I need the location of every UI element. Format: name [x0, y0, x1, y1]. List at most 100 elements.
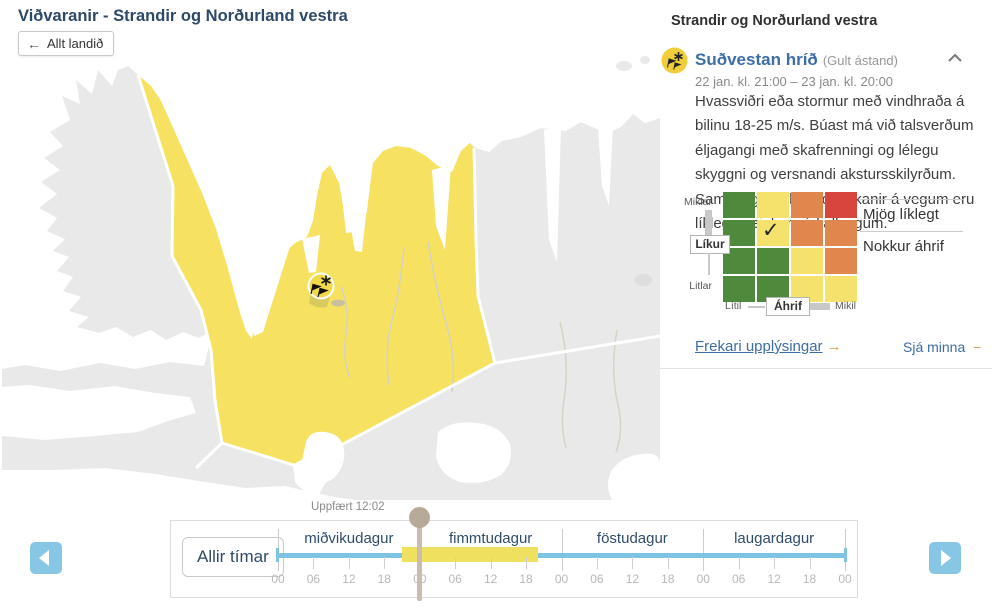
timeline-hour-label: 06: [448, 572, 462, 586]
timeline-hour-tick: [632, 557, 634, 569]
risk-cell-r2c1: [757, 248, 789, 274]
risk-cell-r2c2: [791, 248, 823, 274]
risk-cell-r3c3: [825, 276, 857, 302]
likelihood-axis-low: Litlar: [689, 280, 712, 292]
left-arrow-icon: ←: [27, 35, 41, 52]
back-to-all-country-button[interactable]: ← Allt landið: [18, 31, 115, 56]
likelihood-axis-label: Líkur: [690, 235, 730, 254]
timeline-day-separator: [703, 529, 705, 571]
timeline-day-fimmtudagur[interactable]: fimmtudagur: [448, 530, 533, 547]
risk-cell-r1c1: ✓: [757, 219, 789, 246]
page-title: Viðvaranir - Strandir og Norðurland vest…: [18, 7, 348, 25]
divider: [860, 199, 963, 200]
timeline-track[interactable]: [277, 553, 846, 558]
warning-period-band[interactable]: [402, 547, 538, 562]
next-period-button[interactable]: [929, 542, 961, 574]
back-button-label: Allt landið: [47, 36, 104, 51]
islet: [616, 61, 632, 71]
timeline-hour-label: 00: [696, 572, 710, 586]
warning-period: 22 jan. kl. 21:00 – 23 jan. kl. 20:00: [695, 74, 894, 89]
timeline-hour-tick: [490, 557, 492, 569]
panel-divider: [660, 368, 992, 369]
impact-summary: Nokkur áhrif: [863, 238, 944, 255]
warning-blizzard-icon: [661, 47, 688, 74]
map-fjords: [235, 126, 613, 336]
timeline-hour-label: 00: [271, 572, 285, 586]
timeline-hour-label: 18: [519, 572, 533, 586]
lake: [634, 274, 652, 286]
timeline-track-end-cap: [844, 548, 847, 562]
impact-slider-track: [748, 306, 765, 308]
time-slider-stem: [417, 517, 423, 601]
timeline-hour-label: 12: [767, 572, 781, 586]
wind-flags-icon: [310, 283, 329, 298]
panel-region-title: Strandir og Norðurland vestra: [671, 13, 878, 29]
map-warning-icon[interactable]: [307, 272, 335, 300]
collapse-chevron-up-icon[interactable]: [947, 53, 963, 63]
see-less-text: Sjá minna: [903, 339, 966, 355]
timeline-hour-label: 00: [554, 572, 569, 586]
timeline-hour-label: 06: [306, 572, 321, 586]
warning-title-text: Suðvestan hríð: [695, 50, 818, 69]
likelihood-summary: Mjög líklegt: [863, 206, 939, 223]
risk-cell-r1c2: [791, 220, 823, 246]
timeline-hour-tick: [809, 557, 811, 569]
timeline-hour-label: 06: [590, 572, 604, 586]
timeline-hour-tick: [384, 557, 386, 569]
left-triangle-icon: [39, 550, 49, 566]
islet: [640, 56, 650, 64]
snowflake-icon: [321, 275, 331, 286]
divider: [860, 231, 963, 232]
previous-period-button[interactable]: [30, 542, 62, 574]
terrain-shading: [331, 299, 345, 307]
right-triangle-icon: [941, 550, 951, 566]
timeline-day-miðvikudagur[interactable]: miðvikudagur: [304, 530, 394, 547]
selected-risk-check-icon: ✓: [762, 219, 780, 242]
warning-description: Hvassviðri eða stormur með vindhraða á b…: [695, 93, 975, 233]
timeline-hour-tick: [348, 557, 350, 569]
risk-cell-r2c3: [825, 248, 857, 274]
risk-matrix: ✓: [723, 192, 857, 302]
iceland-warning-map[interactable]: [0, 0, 660, 500]
timeline-hour-label: 12: [625, 572, 640, 586]
impact-axis-label: Áhrif: [766, 297, 810, 316]
risk-cell-r1c3: [825, 220, 857, 246]
all-times-button[interactable]: Allir tímar: [182, 537, 284, 577]
risk-cell-r0c0: [723, 192, 755, 218]
timeline-hour-tick: [774, 557, 776, 569]
timeline-hour-tick: [455, 557, 457, 569]
map-rivers: [340, 241, 622, 453]
risk-cell-r3c0: [723, 276, 755, 302]
right-arrow-icon: →: [826, 338, 842, 355]
likelihood-axis-high: Miklar: [684, 196, 712, 208]
impact-axis-low: Lítil: [725, 300, 742, 312]
timeline-hour-label: 18: [802, 572, 817, 586]
impact-axis-high: Mikil: [835, 300, 856, 312]
region-boundaries: [136, 74, 660, 470]
timeline-hour-label: 06: [732, 572, 746, 586]
timeline-hour-label: 12: [342, 572, 356, 586]
likelihood-slider-track: [705, 210, 712, 237]
timeline-hour-tick: [596, 557, 598, 569]
warning-title[interactable]: Suðvestan hríð (Gult ástand): [695, 50, 898, 70]
timeline-hour-label: 18: [377, 572, 391, 586]
minus-icon: −: [973, 339, 982, 355]
warning-status-level: (Gult ástand): [822, 53, 898, 68]
risk-cell-r0c3: [825, 192, 857, 218]
timeline-hour-tick: [526, 557, 528, 569]
risk-cell-r0c2: [791, 192, 823, 218]
timeline-day-föstudagur[interactable]: föstudagur: [596, 530, 668, 547]
timeline-hour-tick: [313, 557, 315, 569]
timeline-hour-tick: [667, 557, 669, 569]
see-less-link[interactable]: Sjá minna −: [903, 339, 981, 355]
timeline-day-laugardagur[interactable]: laugardagur: [734, 530, 815, 547]
time-slider-handle[interactable]: [409, 507, 431, 528]
more-info-link[interactable]: Frekari upplýsingar →: [695, 338, 842, 355]
risk-cell-r0c1: [757, 192, 789, 218]
updated-timestamp: Uppfært 12:02: [311, 501, 385, 513]
timeline-hour-label: 00: [838, 572, 852, 586]
timeline-track-start-cap: [276, 548, 279, 562]
map-region-yellow[interactable]: [138, 75, 495, 467]
timeline-hour-label: 18: [661, 572, 675, 586]
